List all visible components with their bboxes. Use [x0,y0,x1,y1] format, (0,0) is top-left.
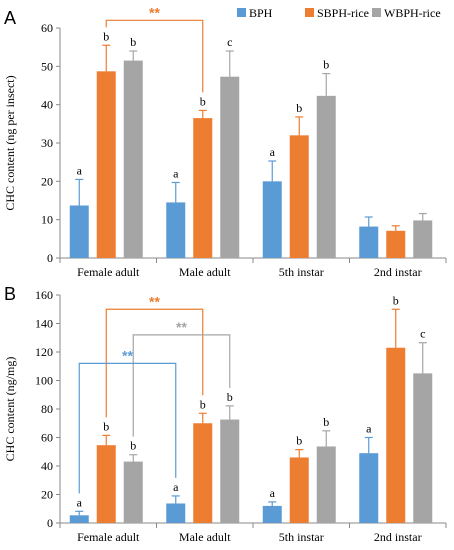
panel-b: B CHC content (ng/mg) 0 20 40 60 80 100 120 140 16… [3,284,447,544]
bar-wbph-rice [220,76,240,258]
y-tick-label: 140 [35,317,53,331]
significance-letter: b [323,58,329,72]
bar-sbph-rice [193,423,213,523]
significance-letter: b [227,390,233,404]
y-tick-label: 40 [41,98,53,112]
comparison-bracket [105,19,204,93]
bar-wbph-rice [413,220,433,258]
x-tick-label: Female adult [77,265,140,279]
x-tick-label: Male adult [179,530,231,544]
legend-label: SBPH-rice [317,6,369,20]
significance-letter: b [130,439,136,453]
bar-bph [166,503,186,523]
y-tick-label: 160 [35,288,53,302]
y-tick-label: 80 [41,402,53,416]
bar-wbph-rice [220,419,240,523]
y-tick-label: 0 [47,251,53,265]
significance-letter: a [77,163,83,177]
y-tick-label: 60 [41,431,53,445]
x-tick-label: 5th instar [279,530,324,544]
panel-label: B [4,284,16,304]
panel-label: A [4,8,16,28]
bar-bph [359,226,379,258]
bar-sbph-rice [289,457,309,523]
significance-letter: b [103,419,109,433]
significance-letter: b [103,29,109,43]
bar-wbph-rice [123,461,143,523]
panel-a: A CHC content (ng per insect) 0 10 20 30 40 50 6… [3,4,447,279]
significance-letter: c [227,35,232,49]
bar-bph [262,181,282,258]
x-tick-label: 5th instar [279,265,324,279]
legend-label: WBPH-rice [384,6,441,20]
significance-letter: a [270,145,276,159]
y-tick-label: 100 [35,374,53,388]
significance-letter: b [323,415,329,429]
x-tick-label: 2nd instar [374,530,422,544]
bar-sbph-rice [386,230,406,258]
legend-swatch-wbph-rice [372,8,381,17]
significance-stars: ** [149,4,160,20]
bar-sbph-rice [96,445,116,523]
y-tick-label: 10 [41,213,53,227]
significance-letter: b [296,434,302,448]
x-tick-label: Female adult [77,530,140,544]
y-tick-label: 20 [41,488,53,502]
bar-wbph-rice [316,95,336,258]
bar-wbph-rice [123,60,143,259]
significance-letter: a [366,422,372,436]
significance-letter: a [270,486,276,500]
significance-letter: b [200,397,206,411]
y-tick-label: 60 [41,21,53,35]
y-axis-label: CHC content (ng/mg) [3,357,17,462]
comparison-bracket [132,334,231,437]
legend-swatch-sbph-rice [305,8,314,17]
significance-letter: a [173,166,179,180]
y-tick-label: 0 [47,516,53,530]
significance-stars: ** [122,347,133,363]
y-tick-label: 40 [41,459,53,473]
bar-sbph-rice [386,347,406,523]
bar-bph [69,515,89,523]
significance-letter: a [77,495,83,509]
y-tick-label: 20 [41,174,53,188]
significance-stars: ** [149,293,160,309]
significance-letter: a [173,480,179,494]
significance-letter: c [420,327,425,341]
significance-letter: b [200,94,206,108]
legend: BPH SBPH-rice WBPH-rice [237,6,441,20]
legend-label: BPH [249,6,273,20]
comparison-bracket [78,362,177,494]
bar-bph [166,202,186,258]
y-tick-label: 50 [41,59,53,73]
significance-letter: b [130,35,136,49]
y-tick-label: 120 [35,345,53,359]
bar-bph [69,205,89,258]
y-axis-label: CHC content (ng per insect) [3,75,17,210]
y-tick-label: 30 [41,136,53,150]
bar-sbph-rice [193,118,213,258]
significance-letter: b [393,293,399,307]
x-tick-label: Male adult [179,265,231,279]
bar-bph [359,453,379,523]
bar-wbph-rice [413,373,433,523]
bar-sbph-rice [289,135,309,258]
x-tick-label: 2nd instar [374,265,422,279]
bar-bph [262,505,282,523]
bar-wbph-rice [316,446,336,523]
legend-swatch-bph [237,8,246,17]
significance-stars: ** [176,319,187,335]
bar-sbph-rice [96,71,116,258]
significance-letter: b [296,101,302,115]
